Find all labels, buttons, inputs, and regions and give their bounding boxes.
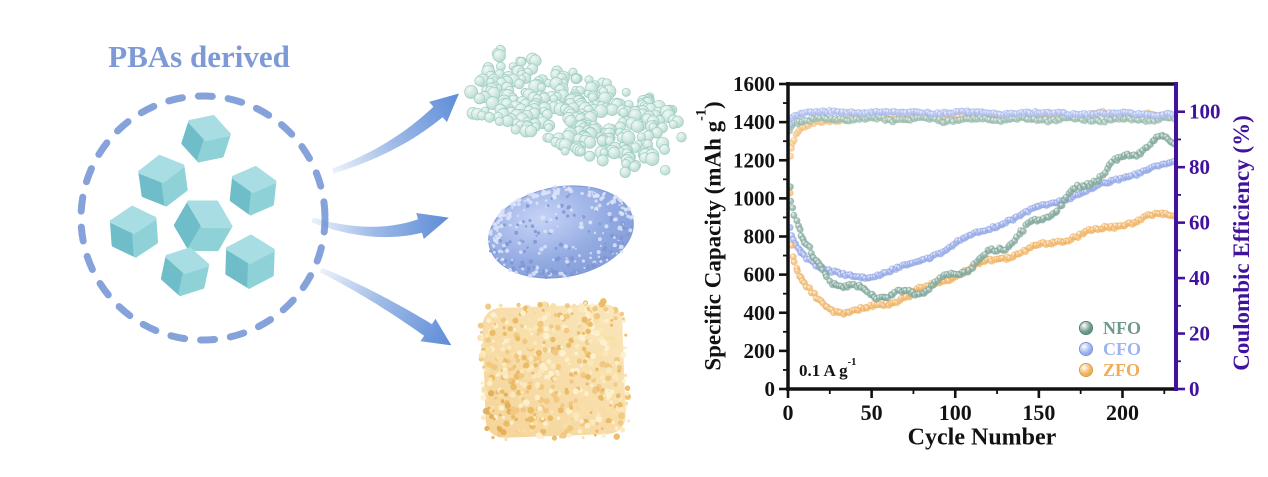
annotation-text: 0.1 A g: [799, 361, 848, 380]
svg-text:20: 20: [1189, 322, 1210, 346]
series-NFO-capacity: [788, 131, 1176, 303]
arrow-to-ellipsoid-icon: [311, 213, 449, 239]
annotation-sup: -1: [847, 356, 857, 368]
legend-label-NFO: NFO: [1103, 317, 1141, 338]
left-axis-title-sup: -1: [693, 109, 710, 121]
pba-cube: [225, 234, 275, 289]
svg-text:0: 0: [783, 400, 794, 425]
pba-cube: [109, 205, 159, 258]
legend-item-CFO: CFO: [1080, 338, 1141, 359]
svg-text:0: 0: [1189, 377, 1200, 401]
pba-cube: [173, 200, 233, 252]
legend-marker-NFO-icon: [1080, 322, 1092, 334]
svg-text:0: 0: [765, 377, 776, 401]
x-axis-title: Cycle Number: [907, 424, 1057, 451]
svg-text:400: 400: [744, 301, 776, 325]
svg-text:40: 40: [1189, 266, 1210, 290]
left-axis-title: Specific Capacity (mAh g-1): [693, 101, 727, 371]
svg-text:80: 80: [1189, 155, 1210, 179]
legend-marker-CFO-icon: [1080, 343, 1092, 355]
svg-text:50: 50: [861, 400, 883, 425]
svg-text:800: 800: [744, 225, 776, 249]
svg-text:60: 60: [1189, 211, 1210, 235]
arrow-to-spheres-icon: [332, 93, 459, 174]
arrow-to-cube-icon: [319, 267, 452, 346]
svg-text:600: 600: [744, 263, 776, 287]
legend-marker-ZFO-icon: [1080, 364, 1092, 376]
pba-derived-title: PBAs derived: [108, 39, 290, 74]
legend-item-ZFO: ZFO: [1080, 359, 1141, 380]
svg-text:200: 200: [744, 339, 776, 363]
svg-text:100: 100: [1189, 100, 1221, 124]
left-axis-title-text: Specific Capacity (mAh g: [700, 120, 726, 371]
pba-cube: [138, 154, 188, 207]
nanosphere-aggregate: [464, 45, 687, 178]
series-CFO-capacity: [788, 157, 1176, 282]
current-density-annotation: 0.1 A g-1: [799, 357, 856, 381]
pba-cube: [181, 115, 231, 163]
svg-text:100: 100: [939, 400, 972, 425]
pba-diagram: [77, 92, 459, 346]
dashed-circle: [77, 92, 329, 344]
svg-text:1000: 1000: [733, 186, 775, 210]
ellipsoid-particle: [487, 184, 635, 279]
legend-label-CFO: CFO: [1103, 338, 1141, 359]
svg-text:150: 150: [1022, 400, 1055, 425]
chart-legend: NFO CFO ZFO: [1080, 317, 1141, 382]
svg-text:200: 200: [1106, 400, 1139, 425]
right-axis-title: Coulombic Efficiency (%): [1229, 115, 1254, 371]
granular-cube: [477, 298, 632, 442]
legend-label-ZFO: ZFO: [1103, 359, 1141, 380]
legend-item-NFO: NFO: [1080, 317, 1141, 338]
pba-cube: [229, 166, 277, 216]
pba-cube: [160, 247, 210, 296]
svg-text:1200: 1200: [733, 148, 775, 172]
svg-text:1600: 1600: [733, 72, 775, 96]
svg-text:1400: 1400: [733, 110, 775, 134]
